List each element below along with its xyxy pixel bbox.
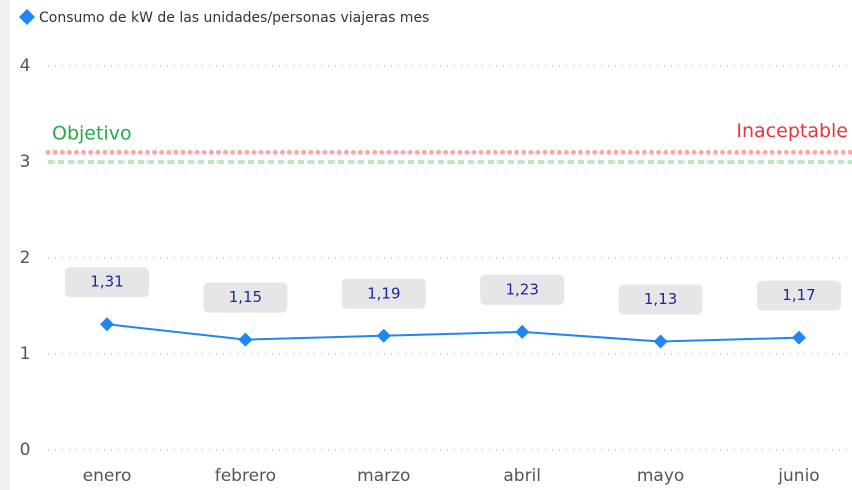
label-box [341, 278, 426, 309]
x-tick-label: enero [83, 466, 132, 486]
x-tick-label: mayo [637, 466, 684, 486]
label-box [203, 282, 288, 313]
point-marker [238, 332, 253, 347]
x-tick-label: marzo [357, 466, 410, 486]
y-tick-label: 2 [20, 248, 31, 268]
point-marker [515, 324, 530, 339]
data-label: 1,13 [644, 290, 677, 308]
y-tick-label: 1 [20, 344, 31, 364]
label-box [618, 284, 703, 315]
point-marker [100, 317, 114, 332]
data-label: 1,15 [229, 288, 262, 306]
label-box [65, 267, 149, 298]
point-marker [653, 334, 668, 349]
label-box [757, 280, 841, 311]
data-label: 1,31 [90, 273, 123, 291]
data-label: 1,19 [367, 284, 400, 302]
side-strip [0, 0, 10, 490]
x-tick-label: abril [503, 466, 541, 486]
reference-label: Objetivo [52, 123, 132, 145]
x-tick-label: febrero [215, 466, 276, 486]
y-tick-label: 3 [20, 152, 31, 172]
label-box [480, 274, 565, 305]
legend-label: Consumo de kW de las unidades/personas v… [39, 10, 429, 26]
series-line [106, 323, 800, 343]
point-marker [792, 330, 806, 345]
y-tick-label: 0 [20, 440, 31, 460]
reference-label: Inaceptable [736, 120, 848, 142]
data-label: 1,23 [505, 280, 538, 298]
legend-marker [19, 9, 35, 25]
x-tick-label: junio [777, 466, 819, 486]
data-label: 1,17 [782, 286, 815, 304]
point-marker [376, 328, 391, 343]
y-tick-label: 4 [20, 56, 31, 76]
